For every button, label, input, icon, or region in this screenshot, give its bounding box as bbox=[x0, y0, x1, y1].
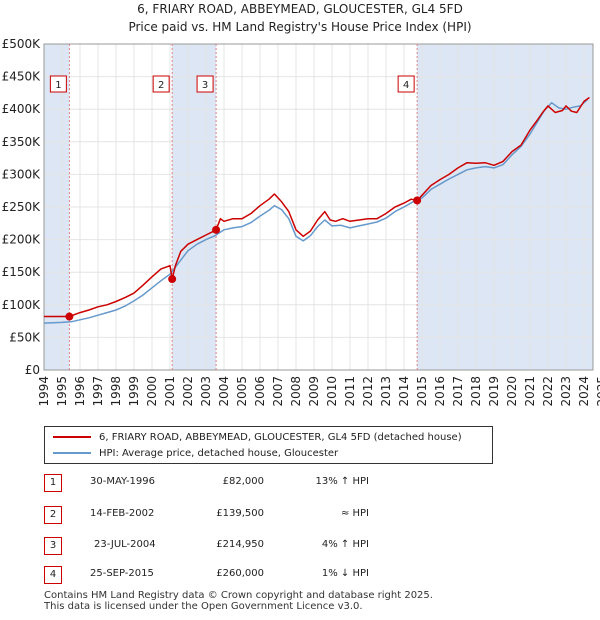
legend-property-label: 6, FRIARY ROAD, ABBEYMEAD, GLOUCESTER, G… bbox=[99, 431, 462, 443]
footer: Contains HM Land Registry data © Crown c… bbox=[44, 590, 433, 612]
legend-item-property: 6, FRIARY ROAD, ABBEYMEAD, GLOUCESTER, G… bbox=[53, 430, 462, 444]
sale-hpi-comparison: ≈ HPI bbox=[340, 508, 369, 519]
y-tick-label: £200K bbox=[2, 233, 42, 247]
table-row: 3 23-JUL-2004 £214,950 4% ↑ HPI bbox=[44, 537, 444, 555]
y-tick-label: £350K bbox=[2, 135, 42, 149]
x-tick-label: 2001 bbox=[163, 376, 177, 407]
sale-point bbox=[168, 275, 177, 284]
sale-hpi-comparison: 4% ↑ HPI bbox=[321, 539, 369, 550]
y-tick-label: £50K bbox=[9, 330, 41, 344]
table-row: 1 30-MAY-1996 £82,000 13% ↑ HPI bbox=[44, 474, 444, 492]
x-tick-label: 2012 bbox=[361, 376, 375, 407]
y-tick-label: £400K bbox=[2, 102, 42, 116]
x-tick-label: 2025 bbox=[595, 376, 600, 407]
sale-price: £139,500 bbox=[216, 508, 264, 519]
x-tick-label: 1995 bbox=[55, 376, 69, 407]
x-tick-label: 2019 bbox=[487, 376, 501, 407]
y-tick-label: £500K bbox=[2, 37, 42, 51]
x-tick-label: 2010 bbox=[325, 376, 339, 407]
x-tick-label: 1994 bbox=[37, 376, 51, 407]
sale-number-badge: 3 bbox=[44, 537, 62, 555]
chart-title-line1: 6, FRIARY ROAD, ABBEYMEAD, GLOUCESTER, G… bbox=[137, 2, 463, 16]
x-tick-label: 1997 bbox=[91, 376, 105, 407]
legend-item-hpi: HPI: Average price, detached house, Glou… bbox=[53, 446, 338, 460]
y-tick-label: £150K bbox=[2, 265, 42, 279]
x-tick-label: 2003 bbox=[199, 376, 213, 407]
x-tick-label: 2000 bbox=[145, 376, 159, 407]
sale-date: 30-MAY-1996 bbox=[90, 476, 156, 487]
x-tick-label: 2015 bbox=[415, 376, 429, 407]
hpi-line bbox=[43, 98, 589, 324]
x-tick-label: 2013 bbox=[379, 376, 393, 407]
sale-number-box bbox=[397, 75, 415, 93]
sale-number-label: 4 bbox=[403, 80, 409, 91]
sale-number-badge: 4 bbox=[44, 566, 62, 584]
price-chart: 1 2 3 4 £0 £50K £100K £150K £200K £250K £300K £350… bbox=[2, 37, 600, 407]
sale-number-label: 1 bbox=[55, 80, 61, 91]
x-tick-label: 1998 bbox=[109, 376, 123, 407]
x-tick-label: 2009 bbox=[307, 376, 321, 407]
sale-price: £214,950 bbox=[216, 539, 264, 550]
x-tick-label: 2016 bbox=[433, 376, 447, 407]
sale-point bbox=[413, 196, 422, 205]
legend-hpi-label: HPI: Average price, detached house, Glou… bbox=[99, 447, 339, 459]
sale-date: 25-SEP-2015 bbox=[90, 568, 154, 579]
table-row: 2 14-FEB-2002 £139,500 ≈ HPI bbox=[44, 506, 444, 524]
sale-hpi-comparison: 1% ↓ HPI bbox=[321, 568, 369, 579]
y-tick-label: £450K bbox=[2, 70, 42, 84]
x-tick-label: 2014 bbox=[397, 376, 411, 407]
sale-date: 23-JUL-2004 bbox=[94, 539, 156, 550]
footer-copyright: Contains HM Land Registry data © Crown c… bbox=[44, 590, 433, 601]
sale-price: £82,000 bbox=[222, 476, 264, 487]
x-tick-label: 2007 bbox=[271, 376, 285, 407]
x-tick-label: 2023 bbox=[559, 376, 573, 407]
sale-number-box bbox=[49, 75, 67, 93]
x-tick-label: 2005 bbox=[235, 376, 249, 407]
sale-number-badge: 2 bbox=[44, 506, 62, 524]
x-tick-label: 2022 bbox=[541, 376, 555, 407]
legend-property-swatch bbox=[53, 436, 91, 438]
x-tick-label: 2011 bbox=[343, 376, 357, 407]
x-tick-label: 2008 bbox=[289, 376, 303, 407]
chart-title-line2: Price paid vs. HM Land Registry's House … bbox=[128, 20, 472, 34]
y-tick-label: £250K bbox=[2, 200, 42, 214]
y-tick-label: £0 bbox=[25, 363, 40, 377]
sale-price: £260,000 bbox=[216, 568, 264, 579]
sale-number-box bbox=[196, 75, 214, 93]
y-tick-label: £100K bbox=[2, 298, 42, 312]
x-tick-label: 2006 bbox=[253, 376, 267, 407]
legend-hpi-swatch bbox=[53, 452, 91, 454]
y-tick-label: £300K bbox=[2, 167, 42, 181]
sale-number-label: 2 bbox=[158, 80, 164, 91]
sale-number-badge: 1 bbox=[44, 474, 62, 492]
sale-date: 14-FEB-2002 bbox=[90, 508, 155, 519]
x-tick-label: 2017 bbox=[451, 376, 465, 407]
plot-area bbox=[43, 43, 594, 371]
x-tick-label: 2004 bbox=[217, 376, 231, 407]
sale-point bbox=[65, 312, 74, 321]
x-tick-label: 1996 bbox=[73, 376, 87, 407]
sale-number-box bbox=[152, 75, 170, 93]
table-row: 4 25-SEP-2015 £260,000 1% ↓ HPI bbox=[44, 566, 444, 584]
sale-point bbox=[212, 225, 221, 234]
footer-licence: This data is licensed under the Open Gov… bbox=[44, 601, 363, 612]
x-tick-label: 2002 bbox=[181, 376, 195, 407]
legend: 6, FRIARY ROAD, ABBEYMEAD, GLOUCESTER, G… bbox=[44, 426, 493, 464]
x-tick-label: 1999 bbox=[127, 376, 141, 407]
property-price-line bbox=[44, 96, 590, 318]
x-tick-label: 2024 bbox=[577, 376, 591, 407]
sale-hpi-comparison: 13% ↑ HPI bbox=[315, 476, 369, 487]
sale-number-label: 3 bbox=[202, 80, 208, 91]
x-tick-label: 2021 bbox=[523, 376, 537, 407]
x-tick-label: 2018 bbox=[469, 376, 483, 407]
x-tick-label: 2020 bbox=[505, 376, 519, 407]
